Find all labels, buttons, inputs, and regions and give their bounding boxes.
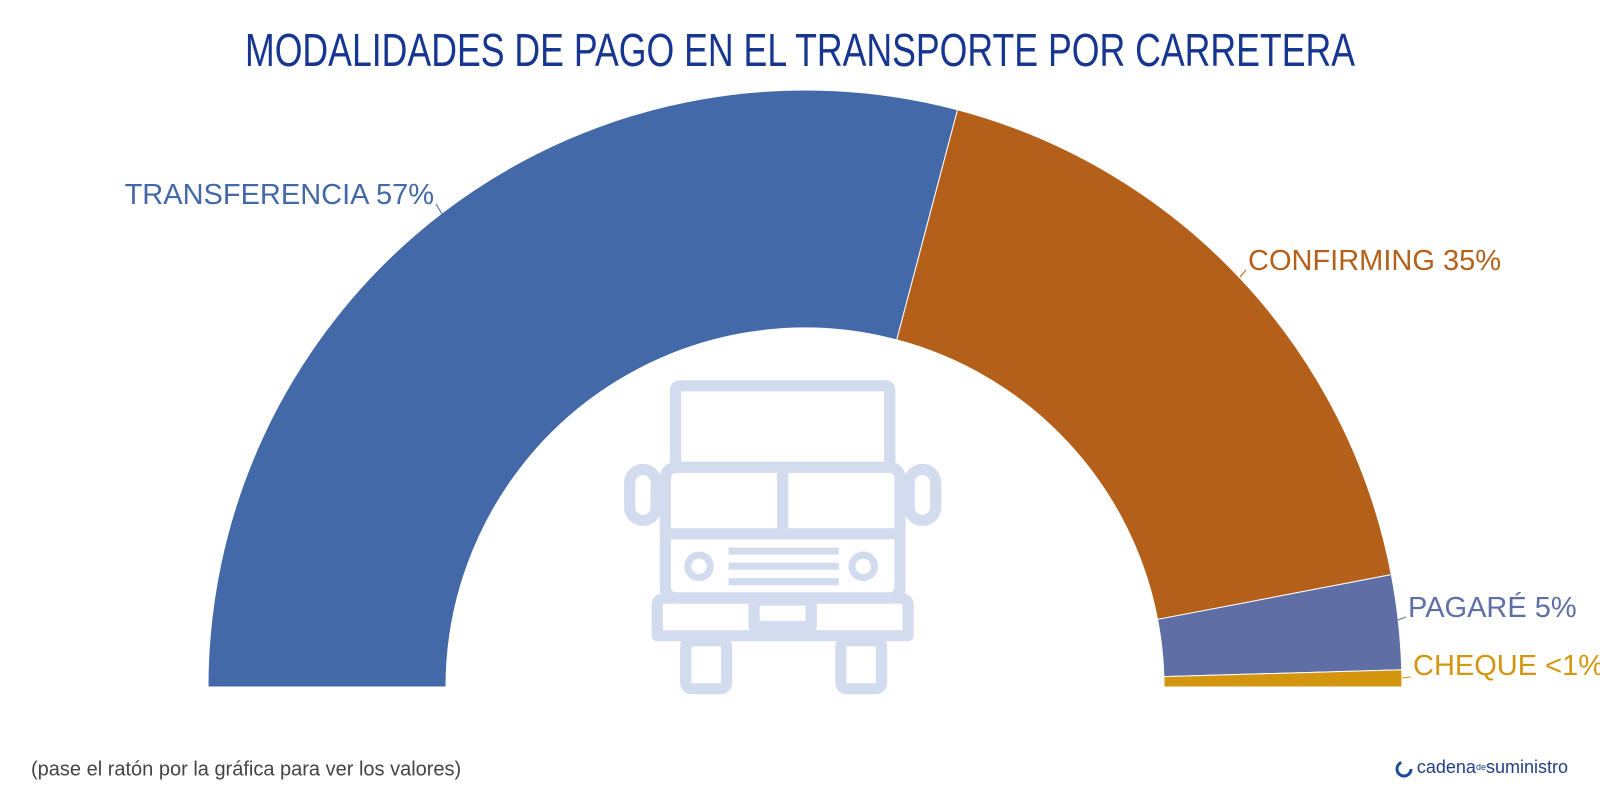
brand-word: cadena [1417,757,1477,777]
brand-word: de [1476,762,1486,772]
truck-icon [624,380,942,695]
slices [207,89,1403,688]
brand-logo: cadenadesuministro [1395,757,1568,778]
label-category: PAGARÉ [1408,591,1527,624]
slice-label: CONFIRMING 35% [1248,245,1501,277]
slice [896,109,1392,621]
brand-text: cadenadesuministro [1417,757,1568,777]
label-value: 5% [1535,592,1577,624]
label-category: TRANSFERENCIA [125,179,371,211]
label-category: CHEQUE [1413,650,1537,682]
label-value: 57% [376,179,434,211]
brand-icon [1395,760,1413,778]
label-category: CONFIRMING [1248,245,1435,277]
brand-word: suministro [1486,757,1568,777]
label-value: 35% [1443,245,1501,277]
leader-line [1401,676,1412,679]
slice [207,89,959,688]
slice-label: CHEQUE <1% [1413,650,1600,682]
slice-label: PAGARÉ 5% [1408,591,1577,624]
leader-line [1397,616,1407,621]
leader-line [435,203,443,215]
chart-title: MODALIDADES DE PAGO EN EL TRANSPORTE POR… [245,24,1355,76]
slice-label: TRANSFERENCIA 57% [125,179,434,211]
label-value: <1% [1545,650,1600,682]
footer-note: (pase el ratón por la gráfica para ver l… [31,758,461,780]
slice [1163,669,1403,688]
leader-line [1239,269,1247,278]
